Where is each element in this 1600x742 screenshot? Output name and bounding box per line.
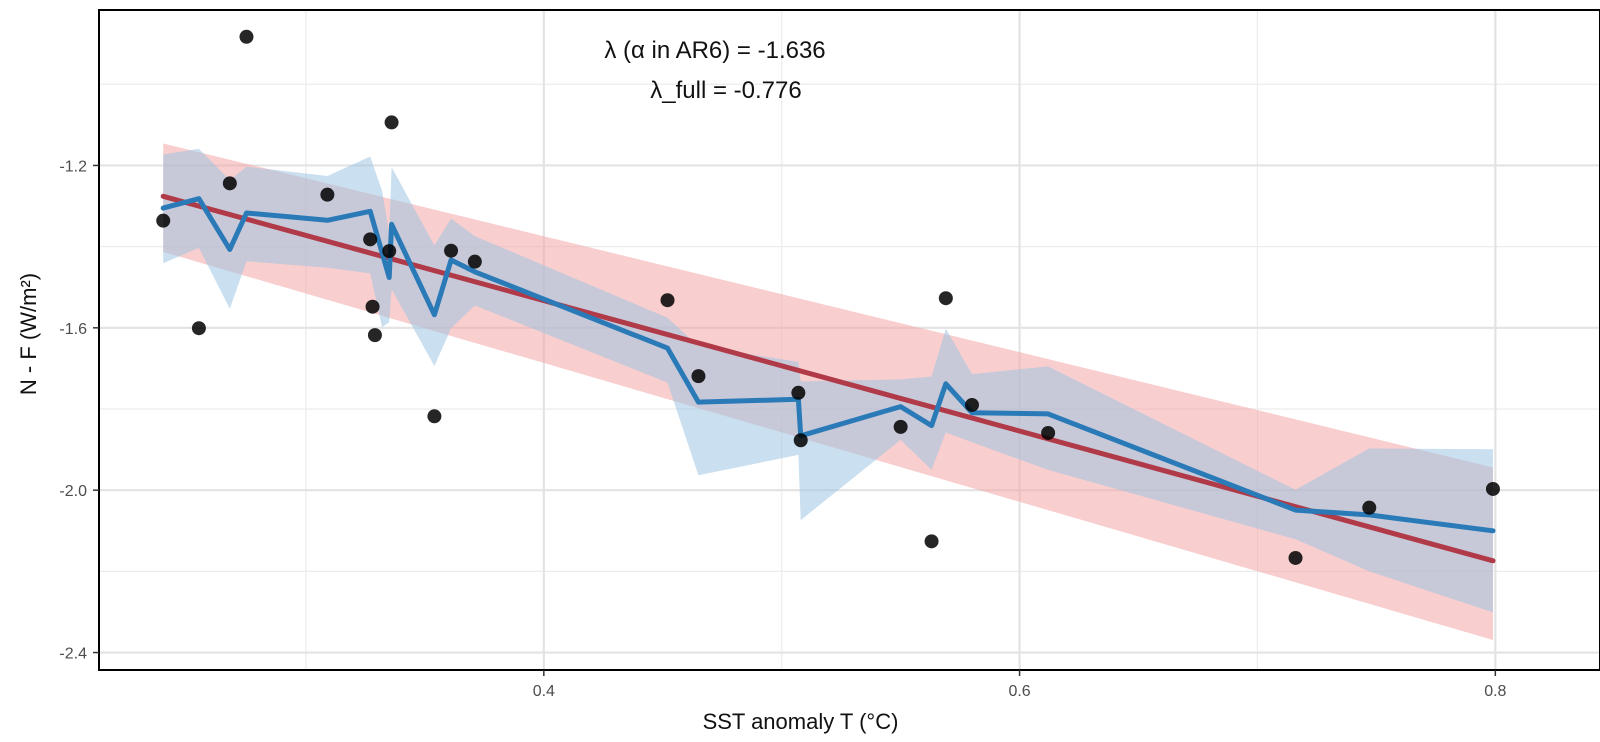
data-point <box>965 397 980 412</box>
data-point <box>444 243 459 258</box>
data-point <box>793 433 808 448</box>
annotation-lambda-ar6: λ (α in AR6) = -1.636 <box>604 37 825 64</box>
x-tick-label: 0.8 <box>1484 683 1506 700</box>
x-tick-label: 0.6 <box>1008 683 1030 700</box>
data-point <box>384 115 399 130</box>
annotation-lambda-full: λ_full = -0.776 <box>650 77 801 104</box>
y-tick-label: -1.2 <box>59 158 87 175</box>
x-tick-label: 0.4 <box>533 683 555 700</box>
plot-frame <box>98 9 1600 671</box>
data-point <box>367 328 382 343</box>
y-tick-label: -1.6 <box>59 321 87 338</box>
data-point <box>467 254 482 269</box>
x-axis-title: SST anomaly T (°C) <box>703 709 899 734</box>
y-axis-title: N - F (W/m²) <box>16 273 41 395</box>
data-point <box>893 419 908 434</box>
data-point <box>1485 481 1500 496</box>
y-tick-label: -2.4 <box>59 646 87 663</box>
data-point <box>222 176 237 191</box>
data-point <box>156 213 171 228</box>
data-point <box>427 409 442 424</box>
data-point <box>924 534 939 549</box>
x-axis-ticks: 0.4 0.6 0.8 <box>533 670 1507 700</box>
data-point <box>1362 500 1377 515</box>
data-point <box>382 244 397 259</box>
y-axis-ticks: -1.2 -1.6 -2.0 -2.4 <box>59 158 99 663</box>
data-point <box>660 293 675 308</box>
data-point <box>191 321 206 336</box>
confidence-bands <box>163 143 1494 640</box>
data-point <box>791 385 806 400</box>
data-points <box>156 29 1500 565</box>
data-point <box>320 187 335 202</box>
y-tick-label: -2.0 <box>59 483 87 500</box>
fit-lines <box>160 193 1496 564</box>
series-line-local-fit <box>160 196 1496 534</box>
data-point <box>363 232 378 247</box>
data-point <box>691 369 706 384</box>
series-line-linear-fit <box>160 193 1496 564</box>
confidence-band-local <box>163 148 1494 613</box>
data-point <box>1288 550 1303 565</box>
data-point <box>938 291 953 306</box>
data-point <box>1041 425 1056 440</box>
data-point <box>239 29 254 44</box>
data-point <box>365 299 380 314</box>
